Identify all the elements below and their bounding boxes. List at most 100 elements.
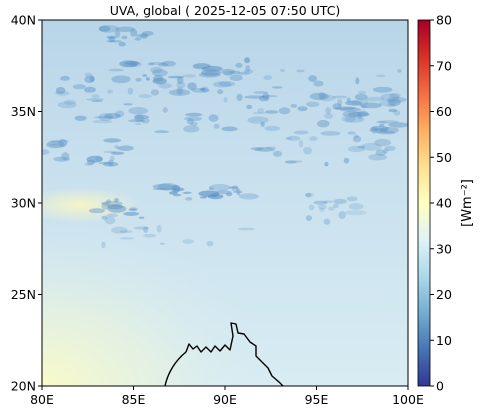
cloud-patch bbox=[57, 101, 77, 109]
cloud-patch bbox=[345, 100, 363, 106]
cloud-patch bbox=[119, 230, 133, 234]
cloud-patch bbox=[384, 145, 396, 151]
cloud-patch bbox=[133, 114, 150, 120]
cloud-patch bbox=[223, 70, 233, 76]
cloud-patch bbox=[49, 139, 70, 143]
cloud-patch bbox=[375, 74, 386, 78]
cloud-patch bbox=[176, 76, 184, 84]
cloud-patch bbox=[117, 145, 134, 151]
cloud-patch bbox=[95, 155, 103, 162]
cloud-patch bbox=[368, 153, 387, 161]
cloud-patch bbox=[138, 216, 145, 219]
cloud-patch bbox=[328, 206, 335, 211]
cloud-patch bbox=[293, 130, 309, 135]
cloud-patch bbox=[243, 69, 254, 74]
cloud-patch bbox=[229, 70, 241, 74]
cloud-patch bbox=[375, 149, 387, 157]
cloud-patch bbox=[200, 87, 206, 91]
warm-band-region bbox=[42, 187, 140, 223]
cloud-patch bbox=[101, 201, 123, 206]
cloud-patch bbox=[168, 89, 191, 96]
cloud-patch bbox=[161, 60, 176, 67]
cloud-patch bbox=[339, 107, 362, 112]
cloud-patch bbox=[211, 193, 218, 198]
cloud-patch bbox=[176, 87, 184, 95]
cloud-patch bbox=[372, 86, 393, 93]
cloud-patch bbox=[108, 68, 124, 72]
cloud-patch bbox=[213, 123, 220, 129]
cloud-patch bbox=[101, 202, 110, 210]
cloud-patch bbox=[254, 147, 276, 152]
colorbar-tick-label: 80 bbox=[436, 13, 452, 28]
cloud-patch bbox=[290, 104, 298, 108]
cloud-patch bbox=[106, 213, 119, 218]
cloud-patch bbox=[61, 152, 70, 161]
cloud-patch bbox=[183, 125, 200, 133]
cloud-patch bbox=[157, 63, 169, 67]
cloud-patch bbox=[135, 33, 148, 38]
cloud-patch bbox=[214, 190, 233, 195]
cloud-patch bbox=[259, 95, 278, 98]
colorbar-ticks: 0 10 20 30 40 50 60 70 80 bbox=[430, 13, 452, 394]
cloud-patch bbox=[324, 161, 329, 167]
cloud-patch bbox=[84, 72, 92, 77]
cloud-patch bbox=[152, 77, 167, 85]
cloud-patch bbox=[141, 118, 150, 124]
cloud-patch bbox=[128, 107, 149, 115]
cloud-patch bbox=[133, 226, 150, 230]
cloud-patch bbox=[346, 196, 358, 202]
cloud-patch bbox=[49, 143, 59, 146]
cloud-patch bbox=[103, 138, 122, 143]
colorbar-label: [Wm⁻²] bbox=[460, 179, 475, 227]
cloud-patch bbox=[104, 113, 121, 119]
cloud-patch bbox=[272, 150, 283, 157]
y-tick-label: 20N bbox=[11, 379, 36, 394]
cloud-patch bbox=[142, 74, 148, 77]
cloud-patch bbox=[60, 75, 70, 81]
cloud-patch bbox=[369, 128, 388, 133]
cloud-patch bbox=[357, 145, 366, 149]
cloud-patch bbox=[140, 33, 149, 39]
cloud-patch bbox=[346, 97, 351, 103]
cloud-patch bbox=[389, 92, 401, 99]
cloud-patch bbox=[376, 130, 396, 135]
cloud-patch bbox=[217, 89, 224, 95]
cloud-patch bbox=[134, 114, 144, 122]
cloud-patch bbox=[55, 87, 66, 94]
cloud-patch bbox=[86, 159, 96, 165]
cloud-patch bbox=[260, 121, 265, 128]
cloud-patch bbox=[128, 119, 145, 123]
cloud-patch bbox=[103, 150, 117, 154]
cloud-patch bbox=[72, 84, 86, 90]
x-tick-label: 90E bbox=[213, 392, 237, 407]
cloud-patch bbox=[150, 89, 159, 96]
cloud-patch bbox=[119, 60, 139, 68]
y-tick-label: 25N bbox=[11, 287, 36, 302]
cloud-patch bbox=[350, 99, 369, 106]
cloud-patch bbox=[111, 151, 125, 155]
cloud-patch bbox=[176, 81, 186, 89]
cloud-patch bbox=[114, 198, 119, 203]
cloud-patch bbox=[107, 204, 124, 210]
cloud-patch bbox=[250, 147, 264, 151]
cloud-patch bbox=[86, 155, 103, 163]
cloud-patch bbox=[341, 115, 356, 123]
cloud-patch bbox=[208, 114, 219, 122]
cloud-patch bbox=[397, 69, 402, 73]
cloud-patch bbox=[304, 193, 315, 197]
cloud-patch bbox=[98, 25, 111, 32]
cloud-patch bbox=[371, 126, 378, 134]
cloud-patch bbox=[237, 227, 255, 231]
cloud-patch bbox=[208, 187, 214, 191]
cloud-patch bbox=[332, 203, 339, 209]
x-tick-label: 100E bbox=[392, 392, 424, 407]
cloud-patch bbox=[360, 102, 382, 109]
cloud-patch bbox=[262, 92, 270, 100]
cloud-patch bbox=[361, 105, 367, 109]
cloud-patch bbox=[86, 98, 104, 101]
cloud-patch bbox=[388, 98, 401, 107]
colorbar-tick-label: 20 bbox=[436, 287, 452, 302]
cloud-patch bbox=[118, 41, 126, 47]
colorbar-tick-label: 0 bbox=[436, 379, 444, 394]
cloud-patch bbox=[206, 240, 214, 247]
